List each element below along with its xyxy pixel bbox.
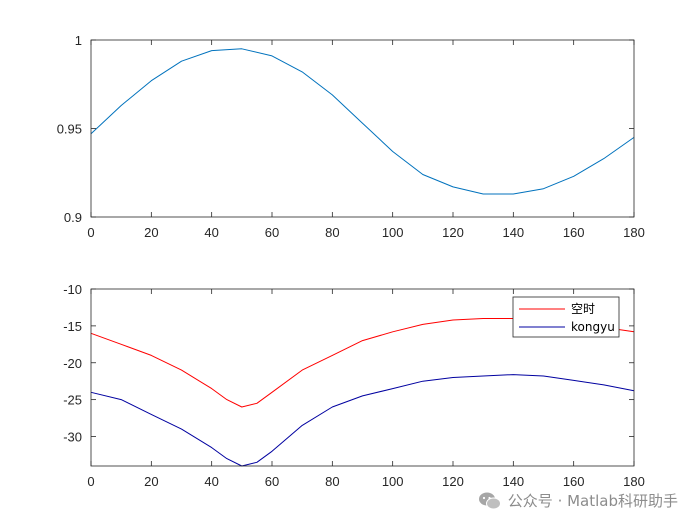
series-line-1 (90, 48, 635, 195)
x-tick-label: 40 (204, 225, 218, 240)
x-tick-label: 180 (623, 225, 645, 240)
axes-box (90, 288, 635, 467)
x-tick-label: 60 (265, 225, 279, 240)
x-tick-label: 140 (502, 225, 524, 240)
top-axes: 0 20 40 60 80 100 120 140 160 180 0.9 0.95 1 (57, 33, 645, 240)
y-tick-label: -25 (63, 393, 82, 408)
y-tick-label: -30 (63, 430, 82, 445)
x-tick-label: 0 (87, 474, 94, 489)
x-tick-label: 180 (623, 474, 645, 489)
x-tick-label: 20 (144, 474, 158, 489)
x-tick-label: 100 (382, 474, 404, 489)
legend-label: kongyu (571, 320, 615, 334)
y-tick-label: 0.95 (57, 122, 82, 137)
plot-area (91, 40, 634, 217)
x-tick-label: 80 (325, 225, 339, 240)
wechat-logo-icon (478, 492, 501, 509)
legend-label: 空时 (571, 302, 595, 316)
y-tick-label: -15 (63, 319, 82, 334)
x-tick-label: 100 (382, 225, 404, 240)
x-tick-label: 0 (87, 225, 94, 240)
x-tick-label: 160 (563, 474, 585, 489)
watermark-text: 公众号 · Matlab科研助手 (507, 492, 678, 510)
x-tick-label: 120 (442, 474, 464, 489)
series-line-kongyu (90, 374, 635, 467)
x-tick-label: 80 (325, 474, 339, 489)
x-tick-label: 120 (442, 225, 464, 240)
legend: 空时 kongyu (512, 296, 620, 338)
y-tick-label: 1 (75, 33, 82, 48)
x-tick-label: 60 (265, 474, 279, 489)
x-tick-label: 40 (204, 474, 218, 489)
legend-box (512, 296, 620, 338)
y-tick-label: -10 (63, 282, 82, 297)
y-tick-label: 0.9 (64, 210, 82, 225)
watermark: 公众号 · Matlab科研助手 (478, 490, 678, 511)
x-tick-label: 20 (144, 225, 158, 240)
x-tick-label: 140 (502, 474, 524, 489)
y-tick-label: -20 (63, 356, 82, 371)
x-tick-label: 160 (563, 225, 585, 240)
bottom-axes: 0 20 40 60 80 100 120 140 160 180 -30 -25 -20 -15 -10 空… (63, 282, 645, 489)
